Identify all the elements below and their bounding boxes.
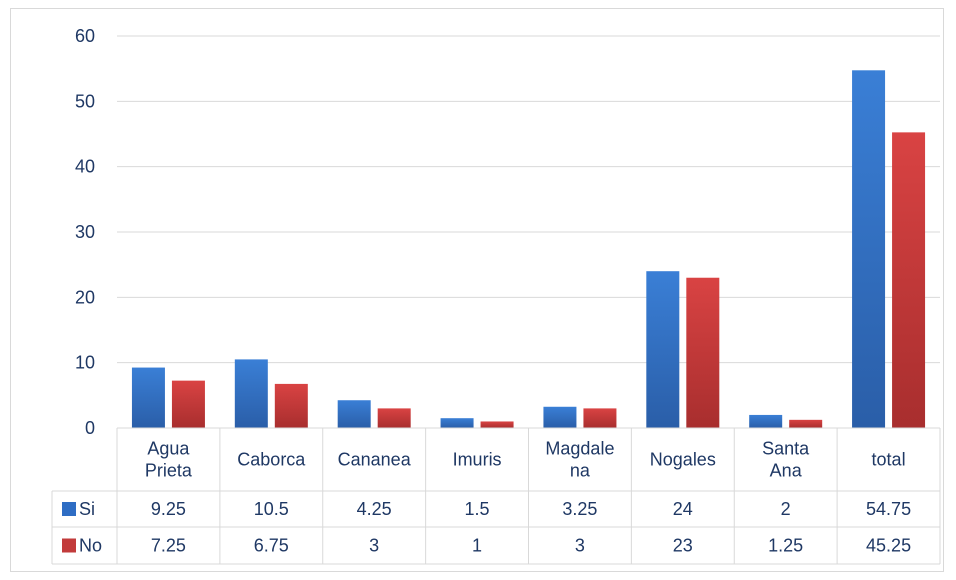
data-label: 1.25: [768, 536, 803, 556]
y-tick-label: 60: [75, 26, 95, 46]
bar-no: [789, 419, 823, 428]
bar-si: [234, 359, 268, 428]
category-label: na: [570, 461, 591, 481]
gridlines: [117, 35, 940, 364]
y-tick-label: 0: [85, 418, 95, 438]
bar-si: [646, 271, 680, 428]
category-label: Nogales: [650, 450, 716, 470]
y-tick-label: 50: [75, 91, 95, 111]
category-label: Magdale: [545, 439, 614, 459]
bar-si: [131, 367, 165, 428]
bar-no: [480, 421, 514, 428]
data-label: 45.25: [866, 536, 911, 556]
bar-no: [377, 408, 411, 428]
bar-no: [686, 277, 720, 428]
category-label: Agua: [147, 439, 190, 459]
data-label: 6.75: [254, 536, 289, 556]
data-label: 3: [369, 536, 379, 556]
category-label: Santa: [762, 439, 810, 459]
legend-key-no: [62, 538, 76, 553]
data-label: 1: [472, 536, 482, 556]
data-label: 24: [673, 499, 693, 519]
data-label: 4.25: [357, 499, 392, 519]
data-label: 7.25: [151, 536, 186, 556]
y-tick-label: 30: [75, 222, 95, 242]
y-axis: 0 10 20 30 40 50 60: [75, 26, 95, 438]
category-label: Prieta: [145, 461, 193, 481]
y-tick-label: 40: [75, 157, 95, 177]
y-tick-label: 10: [75, 353, 95, 373]
data-label: 1.5: [465, 499, 490, 519]
bar-no: [583, 408, 617, 428]
bar-si: [543, 406, 577, 428]
bar-no: [892, 132, 926, 428]
bar-si: [852, 70, 886, 429]
data-label: 9.25: [151, 499, 186, 519]
bars: [131, 70, 926, 429]
data-label: 2: [781, 499, 791, 519]
legend-key-si: [62, 502, 76, 516]
data-label: 10.5: [254, 499, 289, 519]
category-label: Imuris: [453, 450, 502, 470]
data-label: 54.75: [866, 499, 911, 519]
bar-si: [337, 400, 371, 428]
category-label: Ana: [770, 461, 803, 481]
category-label: Cananea: [338, 450, 412, 470]
legend-label-no: No: [79, 536, 102, 556]
bar-no: [274, 383, 308, 428]
legend-label-si: Si: [79, 499, 95, 519]
bar-si: [440, 418, 474, 428]
bar-si: [749, 414, 783, 428]
data-label: 3.25: [562, 499, 597, 519]
data-label: 23: [673, 536, 693, 556]
data-label: 3: [575, 536, 585, 556]
bar-no: [171, 380, 205, 428]
y-tick-label: 20: [75, 287, 95, 307]
category-label: Caborca: [237, 450, 306, 470]
chart-frame: [10, 8, 944, 572]
category-label: total: [872, 450, 906, 470]
